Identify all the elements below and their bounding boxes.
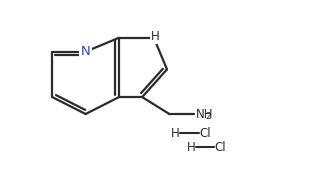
Text: Cl: Cl — [199, 127, 211, 140]
Text: N: N — [81, 45, 90, 58]
Text: 2: 2 — [206, 112, 211, 121]
Text: Cl: Cl — [215, 141, 226, 154]
Text: H: H — [171, 127, 180, 140]
Text: H: H — [151, 30, 160, 43]
Text: H: H — [187, 141, 195, 154]
Text: NH: NH — [196, 108, 213, 120]
